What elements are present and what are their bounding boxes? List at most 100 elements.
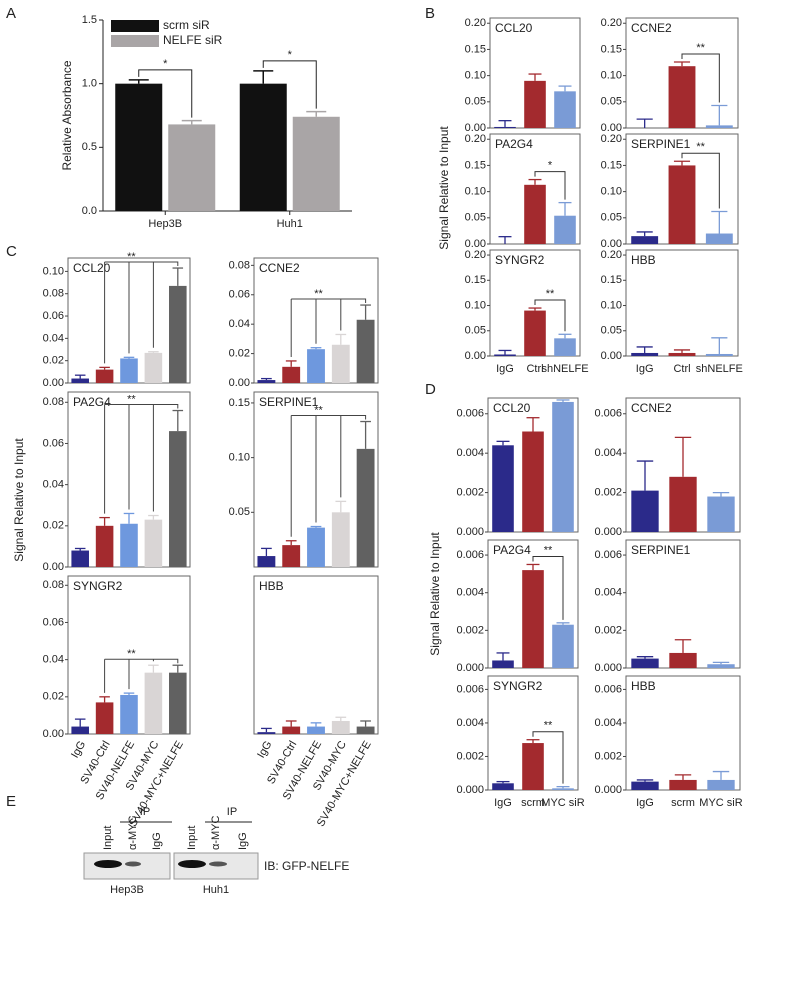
legend-swatch — [111, 20, 159, 32]
bar — [95, 369, 114, 383]
subplot-title: PA2G4 — [73, 395, 111, 409]
bar — [169, 285, 187, 383]
y-tick-label: 0.006 — [456, 549, 484, 561]
significance-label: ** — [127, 648, 136, 660]
y-tick-label: 0.000 — [594, 784, 622, 796]
x-tick-label: IgG — [255, 739, 274, 760]
lane-label: α-MYC — [127, 815, 139, 850]
significance-label: ** — [544, 544, 553, 556]
ip-label: IP — [140, 806, 150, 818]
significance-label: ** — [696, 42, 705, 54]
bar — [307, 726, 325, 734]
bar — [705, 125, 733, 128]
y-tick-label: 0.000 — [456, 526, 484, 538]
y-tick-label: 0.10 — [465, 70, 486, 82]
y-tick-label: 0.00 — [43, 377, 64, 389]
bar — [144, 672, 163, 734]
subplot-title: SERPINE1 — [631, 137, 691, 151]
y-axis-label: Signal Relative to Input — [12, 438, 26, 562]
bar — [668, 66, 696, 128]
significance-label: ** — [544, 720, 553, 732]
subplot-title: SYNGR2 — [495, 253, 545, 267]
y-tick-label: 0.002 — [594, 750, 622, 762]
y-tick-label: 0.006 — [456, 408, 484, 420]
y-tick-label: 0.05 — [601, 212, 622, 224]
x-tick-label: MYC siR — [699, 797, 742, 809]
bar — [292, 116, 340, 211]
subplot-title: HBB — [631, 253, 656, 267]
y-tick-label: 0.00 — [229, 377, 250, 389]
y-tick-label: 0.06 — [43, 437, 64, 449]
bar — [115, 83, 163, 211]
y-tick-label: 0.15 — [465, 159, 486, 171]
y-tick-label: 0.20 — [601, 17, 622, 29]
bar — [494, 126, 516, 128]
bar — [95, 525, 114, 567]
bar — [356, 448, 375, 567]
y-tick-label: 0.000 — [456, 662, 484, 674]
bar — [307, 527, 325, 567]
panel-label: D — [425, 381, 436, 398]
y-tick-label: 0.05 — [229, 506, 250, 518]
subplot-title: CCNE2 — [631, 21, 672, 35]
significance-label: * — [548, 159, 553, 171]
y-tick-label: 0.000 — [594, 526, 622, 538]
blot-band — [178, 860, 206, 868]
significance-bracket — [532, 555, 564, 620]
y-tick-label: 0.00 — [43, 561, 64, 573]
y-tick-label: 0.006 — [456, 683, 484, 695]
bar — [522, 431, 544, 532]
y-tick-label: 0.05 — [601, 96, 622, 108]
significance-label: ** — [696, 141, 705, 153]
subplot-title: HBB — [631, 679, 656, 693]
y-tick-label: 0.08 — [43, 579, 64, 591]
y-tick-label: 0.05 — [601, 325, 622, 337]
y-tick-label: 0.05 — [465, 212, 486, 224]
legend-swatch — [111, 35, 159, 47]
bar — [492, 660, 514, 668]
y-tick-label: 0.00 — [601, 238, 622, 250]
significance-bracket — [681, 53, 720, 103]
y-tick-label: 0.002 — [594, 486, 622, 498]
significance-bracket — [534, 299, 566, 332]
subplot-title: PA2G4 — [493, 543, 531, 557]
bar — [631, 781, 659, 790]
bar — [631, 236, 659, 244]
bar — [257, 556, 276, 567]
bar — [120, 358, 138, 383]
significance-bracket — [104, 404, 179, 514]
subplot-title: CCNE2 — [259, 261, 300, 275]
significance-bracket — [290, 298, 367, 357]
significance-bracket — [104, 261, 179, 364]
y-tick-label: 0.08 — [229, 259, 250, 271]
significance-bracket — [681, 152, 720, 209]
bar — [282, 545, 301, 567]
blot-band — [209, 861, 227, 867]
bar — [144, 519, 163, 567]
x-tick-label: shNELFE — [541, 363, 588, 375]
y-tick-label: 0.06 — [43, 616, 64, 628]
significance-bracket — [104, 658, 179, 693]
blot-band — [125, 861, 141, 867]
bar — [492, 445, 514, 532]
significance-label: ** — [314, 288, 323, 300]
bar — [71, 726, 89, 734]
bar — [524, 310, 546, 356]
bar — [120, 694, 138, 734]
y-axis-label: Signal Relative to Input — [437, 126, 451, 250]
y-tick-label: 0.20 — [465, 249, 486, 261]
bar — [707, 496, 735, 532]
bar — [257, 732, 276, 734]
x-tick-label: Huh1 — [277, 218, 303, 230]
lane-label: α-MYC — [210, 815, 222, 850]
bar — [239, 83, 287, 211]
y-tick-label: 0.04 — [229, 318, 250, 330]
legend-label: scrm siR — [163, 18, 210, 32]
y-tick-label: 0.004 — [594, 717, 622, 729]
panel-label: E — [6, 793, 16, 810]
x-tick-label: IgG — [496, 363, 514, 375]
bar — [668, 165, 696, 244]
x-tick-label: Ctrl — [673, 363, 690, 375]
bar — [552, 624, 574, 668]
